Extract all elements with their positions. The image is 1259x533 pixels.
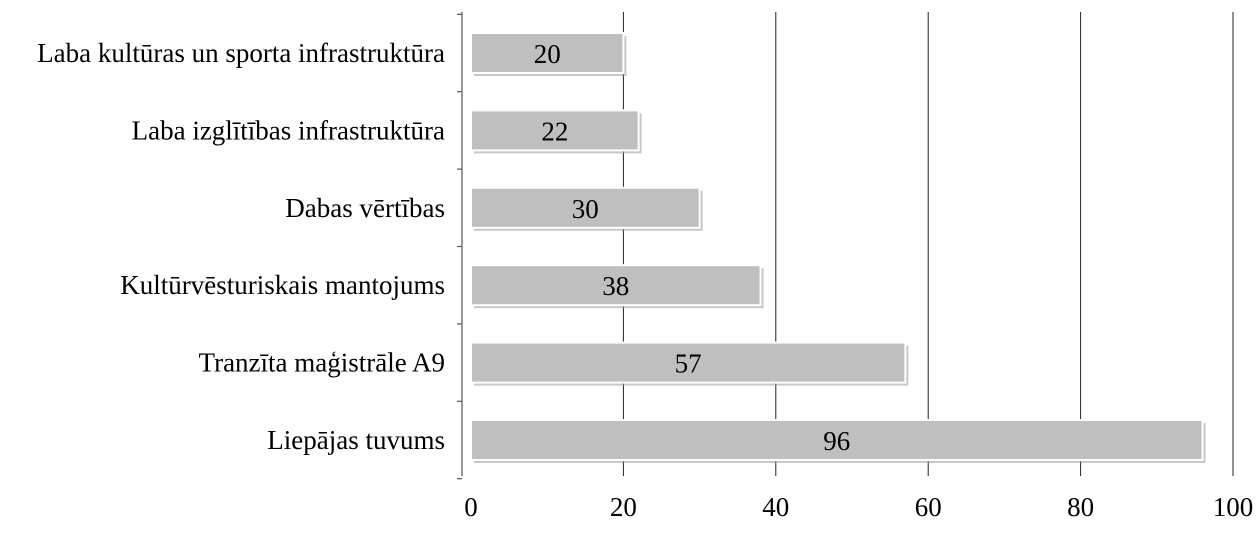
x-tick-label-100: 100 (1213, 492, 1254, 522)
x-tick-label-60: 60 (915, 492, 942, 522)
y-axis (457, 12, 463, 480)
x-tick-label-80: 80 (1067, 492, 1094, 522)
bar-5 (470, 109, 640, 152)
category-label-2: Tranzīta maģistrāle A9 (199, 348, 445, 378)
data-label-6: 20 (534, 39, 561, 69)
category-label-6: Laba kultūras un sporta infrastruktūra (37, 38, 445, 68)
data-label-3: 38 (602, 271, 629, 301)
data-label-1: 96 (823, 426, 850, 456)
bar-6 (470, 32, 625, 74)
x-tick-labels: 0 20 40 60 80 100 (464, 492, 1253, 522)
bar-4 (470, 186, 701, 229)
data-labels: 96 57 38 30 22 20 (534, 39, 851, 456)
x-tick-label-20: 20 (610, 492, 637, 522)
bar-1 (470, 419, 1204, 461)
x-tick-label-0: 0 (464, 492, 478, 522)
bar-2 (470, 341, 907, 384)
category-label-3: Kultūrvēsturiskais mantojums (120, 270, 445, 300)
data-label-4: 30 (572, 194, 599, 224)
grid-lines (622, 12, 1234, 476)
category-label-1: Liepājas tuvums (267, 425, 445, 455)
bars (470, 32, 1206, 463)
data-label-5: 22 (541, 116, 568, 146)
data-label-2: 57 (675, 349, 702, 379)
category-label-4: Dabas vērtības (285, 193, 445, 223)
bar-3 (470, 264, 762, 307)
x-tick-label-40: 40 (762, 492, 789, 522)
category-label-5: Laba izglītības infrastruktūra (132, 115, 445, 145)
category-labels: Liepājas tuvums Tranzīta maģistrāle A9 Kul… (37, 38, 445, 455)
